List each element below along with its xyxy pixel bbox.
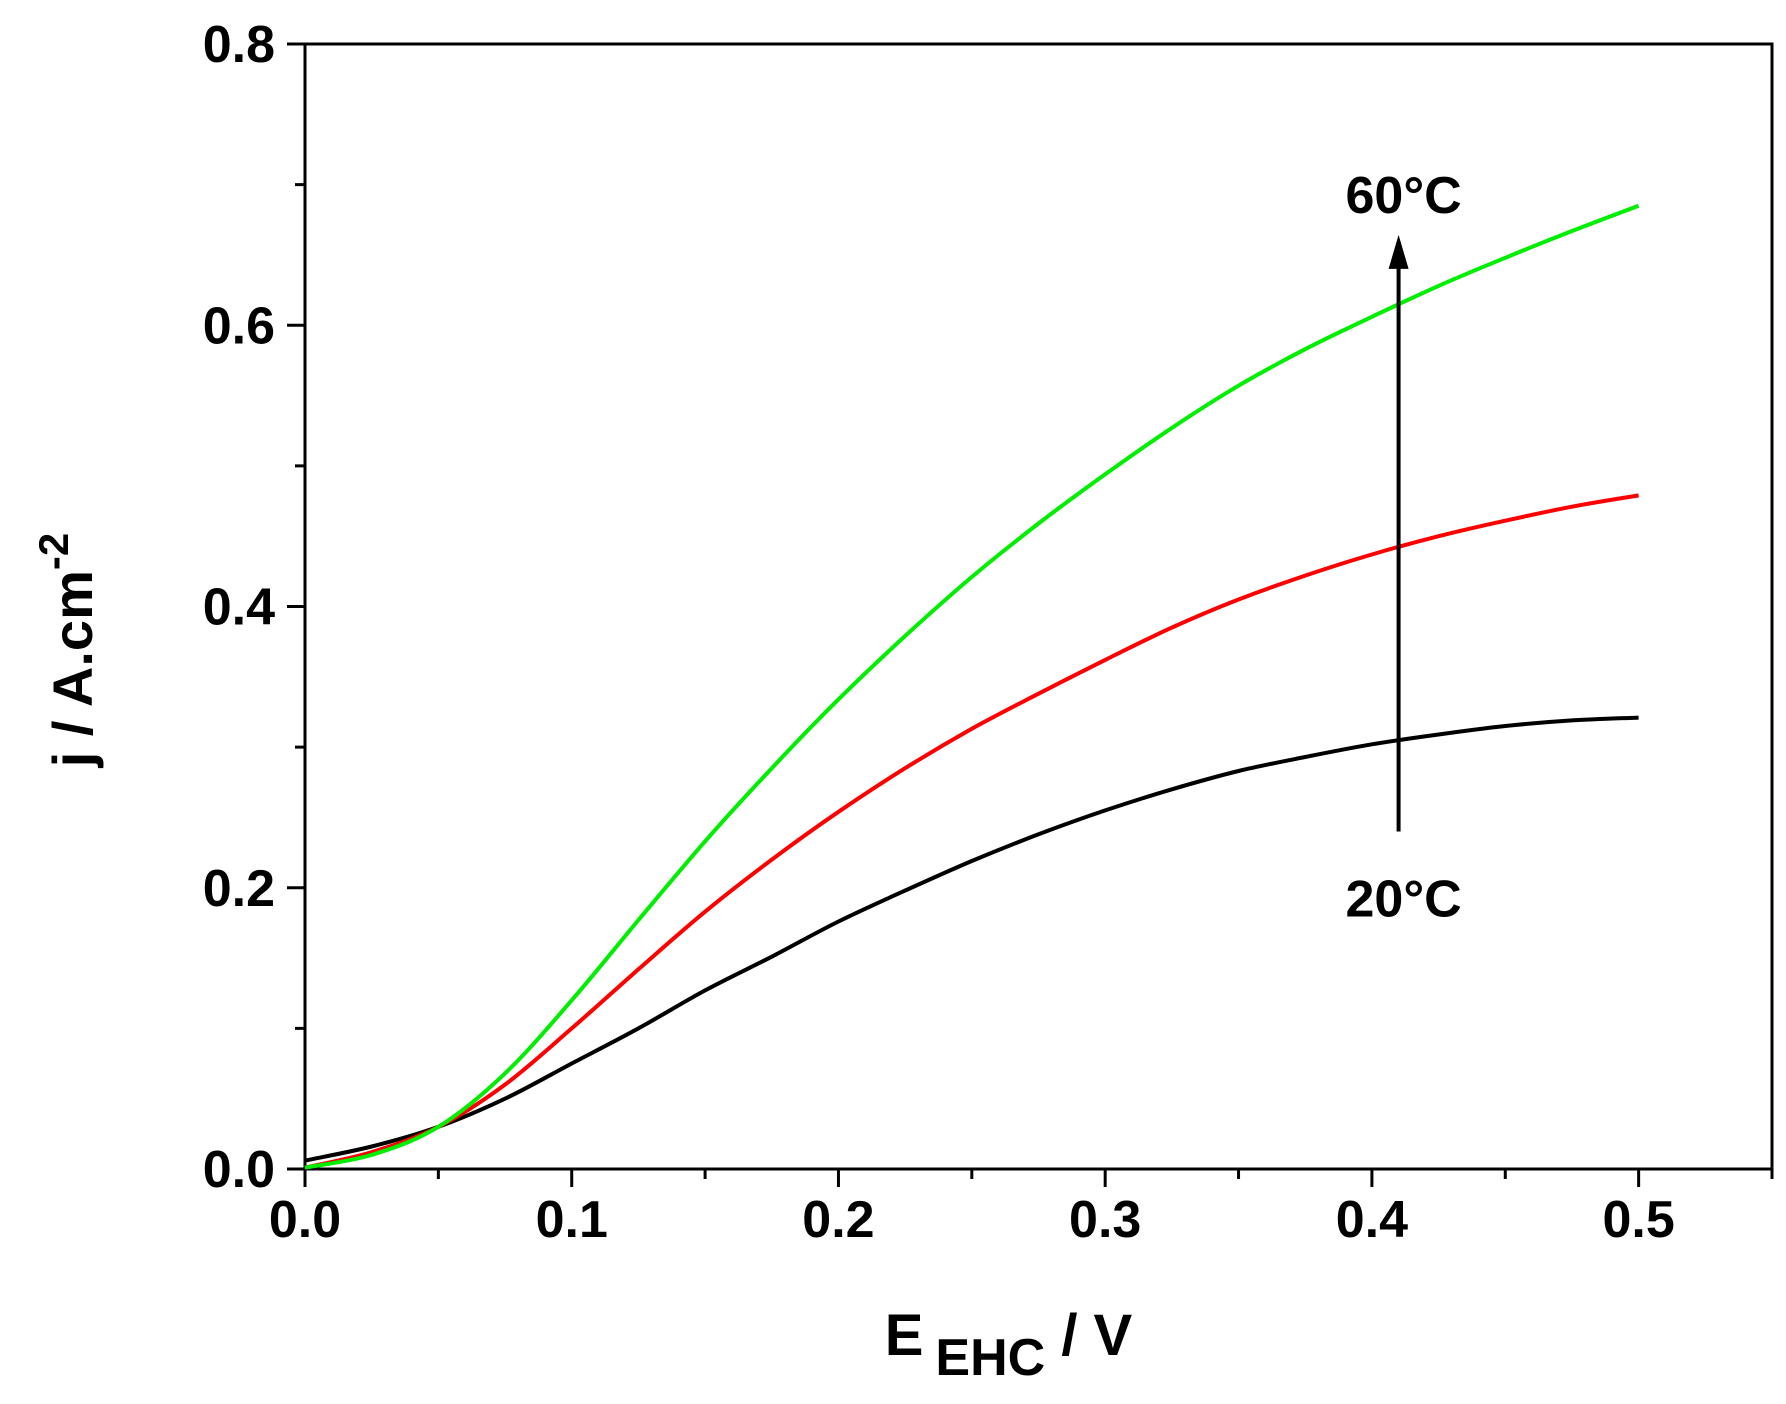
x-axis-title-sub: EHC bbox=[935, 1329, 1045, 1387]
y-axis-title-main: j / A.cm bbox=[41, 570, 104, 768]
y-axis-title-sup: -2 bbox=[30, 533, 77, 570]
y-tick-label: 0.6 bbox=[203, 297, 275, 355]
x-axis-title-rest: / V bbox=[1045, 1303, 1132, 1368]
y-tick-label: 0.0 bbox=[203, 1141, 275, 1199]
y-tick-label: 0.8 bbox=[203, 16, 275, 74]
x-axis-title: E EHC / V bbox=[885, 1303, 1133, 1387]
x-tick-label: 0.3 bbox=[1069, 1191, 1141, 1249]
annotation-high-temp: 60°C bbox=[1345, 167, 1461, 225]
axis-ticks bbox=[287, 42, 1774, 1187]
series-layer bbox=[304, 203, 1640, 1170]
series-line-40c bbox=[304, 493, 1639, 1170]
plot-frame bbox=[303, 42, 1774, 1171]
annotation-low-temp: 20°C bbox=[1345, 871, 1461, 929]
series-line-60c bbox=[304, 203, 1640, 1170]
temperature-arrow-head bbox=[1388, 234, 1409, 269]
y-tick-label: 0.2 bbox=[203, 860, 275, 918]
y-axis-title: j / A.cm-2 bbox=[30, 533, 104, 768]
series-line-20c bbox=[304, 715, 1639, 1163]
x-tick-label: 0.2 bbox=[802, 1191, 874, 1249]
x-tick-label: 0.4 bbox=[1336, 1191, 1408, 1249]
tick-labels: 0.0 0.1 0.2 0.3 0.4 0.5 0.0 0.2 0.4 0.6 0.8 bbox=[203, 16, 1675, 1249]
annotation-layer: 60°C 20°C bbox=[1345, 167, 1461, 929]
x-axis-title-main: E bbox=[885, 1303, 924, 1368]
x-tick-label: 0.0 bbox=[269, 1191, 341, 1249]
y-tick-label: 0.4 bbox=[203, 579, 275, 637]
x-tick-label: 0.1 bbox=[536, 1191, 608, 1249]
x-tick-label: 0.5 bbox=[1602, 1191, 1674, 1249]
